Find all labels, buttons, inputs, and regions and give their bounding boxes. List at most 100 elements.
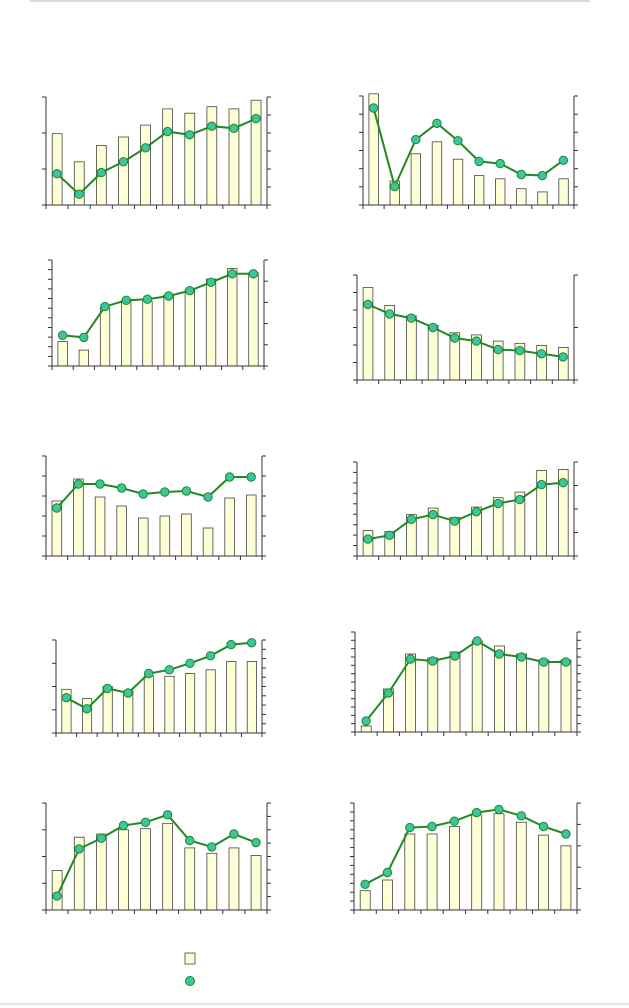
bar-3 <box>94 496 106 557</box>
line-point-9 <box>226 639 236 650</box>
bar-7 <box>493 813 505 911</box>
bar-5 <box>137 517 149 557</box>
bar-swatch-icon <box>184 952 196 965</box>
line-point-10 <box>248 269 259 279</box>
bar-3 <box>406 315 417 381</box>
bar-9 <box>224 497 235 557</box>
line-point-8 <box>207 121 217 131</box>
bar-6 <box>471 640 483 733</box>
line-point-4 <box>118 157 129 167</box>
chart-panel-10 <box>350 802 581 914</box>
line-point-8 <box>515 494 525 505</box>
line-point-1 <box>361 716 371 726</box>
bar-3 <box>404 833 416 911</box>
bar-5 <box>142 300 153 367</box>
line-point-2 <box>74 189 84 199</box>
bar-8 <box>205 278 217 367</box>
line-series <box>365 639 566 722</box>
line-point-9 <box>536 479 547 490</box>
bar-4 <box>427 657 439 733</box>
bar-9 <box>228 847 240 911</box>
line-point-5 <box>449 816 459 826</box>
line-point-10 <box>558 155 569 166</box>
bottom-divider <box>0 1003 629 1005</box>
line-point-5 <box>144 668 154 679</box>
line-point-1 <box>52 503 62 513</box>
line-point-8 <box>207 842 217 852</box>
bar-6 <box>473 175 485 206</box>
line-point-4 <box>121 295 131 305</box>
bar-7 <box>184 847 196 911</box>
bar-9 <box>228 108 240 206</box>
bar-8 <box>206 852 218 911</box>
bar-7 <box>493 645 505 733</box>
line-point-9 <box>536 349 547 359</box>
line-series <box>56 117 257 196</box>
line-point-2 <box>390 181 400 192</box>
line-point-6 <box>471 807 482 818</box>
line-point-10 <box>561 829 571 839</box>
bar-4 <box>116 505 127 557</box>
bar-4 <box>426 833 438 911</box>
line-point-7 <box>493 498 503 509</box>
bar-8 <box>516 653 527 733</box>
line-point-3 <box>100 301 110 312</box>
line-point-4 <box>427 821 437 832</box>
bar-10 <box>250 855 262 911</box>
bar-5 <box>448 826 460 911</box>
line-point-10 <box>558 478 568 488</box>
line-point-10 <box>246 472 256 482</box>
line-point-7 <box>185 286 195 296</box>
chart-panel-4 <box>353 274 578 384</box>
line-point-2 <box>384 530 395 540</box>
line-point-1 <box>368 103 379 113</box>
bar-4 <box>118 136 129 206</box>
line-point-6 <box>472 636 482 646</box>
bar-4 <box>427 324 439 381</box>
line-point-6 <box>162 126 173 137</box>
line-point-3 <box>405 654 416 664</box>
bar-7 <box>495 178 506 206</box>
line-point-5 <box>140 817 151 827</box>
line-point-6 <box>160 487 170 497</box>
line-point-10 <box>251 837 261 848</box>
line-point-6 <box>164 665 175 675</box>
chart-panel-2 <box>359 93 578 209</box>
line-point-7 <box>494 649 504 659</box>
line-series <box>364 808 567 886</box>
bar-6 <box>163 294 174 367</box>
line-point-10 <box>247 638 257 648</box>
line-point-2 <box>384 309 395 319</box>
line-point-8 <box>206 277 216 287</box>
bar-2 <box>382 879 393 911</box>
line-point-4 <box>116 483 127 493</box>
bar-3 <box>102 686 113 734</box>
bar-10 <box>558 178 569 206</box>
line-point-4 <box>432 118 442 129</box>
bar-9 <box>226 661 237 734</box>
bar-5 <box>143 675 154 734</box>
line-series <box>56 476 252 509</box>
line-point-4 <box>428 322 438 333</box>
line-point-5 <box>450 516 460 526</box>
bar-1 <box>57 341 68 367</box>
line-point-7 <box>495 158 505 169</box>
bar-8 <box>205 669 216 734</box>
bar-6 <box>164 675 175 734</box>
top-divider <box>30 0 590 2</box>
chart-panel-6 <box>353 461 578 560</box>
chart-panel-1 <box>42 96 271 209</box>
bar-4 <box>118 829 129 911</box>
bar-7 <box>181 513 192 557</box>
line-point-9 <box>229 123 239 134</box>
line-point-7 <box>185 658 195 668</box>
line-point-5 <box>140 143 151 153</box>
bar-10 <box>560 659 572 733</box>
line-point-3 <box>405 822 415 833</box>
line-point-10 <box>251 113 261 124</box>
line-point-2 <box>79 332 89 343</box>
line-point-4 <box>428 509 438 520</box>
line-point-9 <box>538 821 549 832</box>
line-series <box>372 107 564 190</box>
